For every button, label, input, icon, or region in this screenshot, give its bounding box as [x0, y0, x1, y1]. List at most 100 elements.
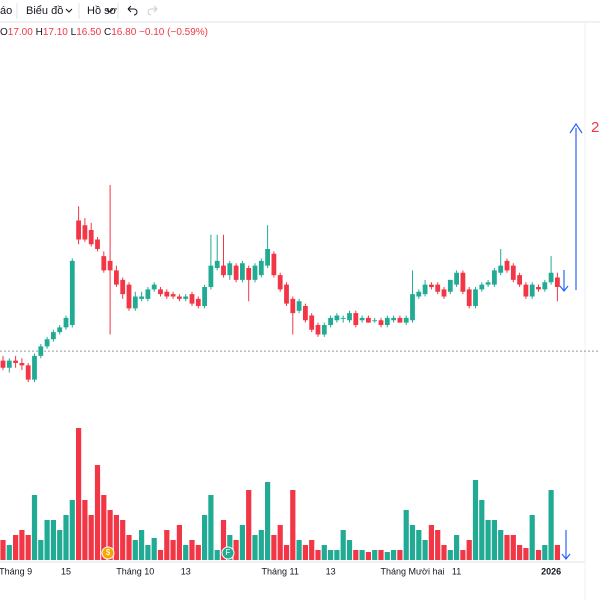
candle-body [227, 263, 233, 276]
candle-body [214, 260, 220, 268]
candle-body [447, 279, 453, 292]
volume-bar [504, 535, 510, 560]
x-tick-label: 13 [181, 566, 191, 576]
candle-body [101, 256, 107, 271]
candle-body [69, 260, 75, 325]
arrow-head [561, 553, 571, 560]
volume-bar [271, 535, 277, 560]
volume-bar [19, 530, 25, 560]
volume-bar [120, 520, 126, 560]
volume-bar [441, 545, 447, 560]
event-label: $ [106, 548, 111, 557]
candle-body [240, 263, 245, 280]
volume-bar [372, 550, 378, 560]
volume-bar [466, 540, 472, 560]
legend-value: 16.80 [111, 27, 136, 38]
volume-bar [460, 550, 466, 560]
toolbar-item[interactable]: Biểu đồ [26, 5, 63, 17]
event-icon[interactable] [221, 546, 235, 560]
candle-body [429, 284, 434, 287]
volume-bar [214, 550, 220, 560]
volume-bar [517, 545, 523, 560]
candle-body [126, 284, 132, 309]
candle-body [158, 289, 163, 295]
candle-body [435, 284, 441, 292]
candle-body [202, 287, 207, 306]
candle-body [529, 284, 535, 297]
volume-bar [485, 520, 491, 560]
volume-bar [422, 540, 428, 560]
chevron [106, 8, 114, 13]
candle-body [460, 272, 466, 292]
volume-bar [321, 545, 327, 560]
volume-bar [365, 552, 371, 560]
candle-body [170, 294, 176, 297]
volume-bar [346, 540, 353, 560]
volume-bar [82, 500, 88, 560]
annotation: 2 [591, 119, 599, 136]
volume-bar [6, 545, 12, 560]
candle-body [120, 279, 126, 295]
undo-icon[interactable] [127, 5, 138, 16]
candle-body [372, 320, 378, 322]
candle-body [189, 294, 195, 304]
candle-body [422, 284, 428, 295]
volume-bar [353, 550, 359, 560]
toolbar-item[interactable]: áo [0, 5, 12, 17]
volume-bar [296, 540, 302, 560]
candle-body [265, 249, 270, 266]
candle-body [510, 265, 516, 280]
legend-label: H [36, 27, 43, 38]
volume-bar [202, 515, 208, 560]
candle-body [384, 317, 390, 325]
x-tick-label: 15 [61, 566, 71, 576]
volume-bar [139, 530, 145, 560]
candle-body [315, 325, 321, 335]
candle-body [492, 270, 497, 285]
candle-body [479, 284, 485, 290]
volume-bar [0, 540, 6, 560]
candle-body [498, 265, 504, 273]
candle-body [410, 294, 415, 321]
x-tick-label: 11 [452, 566, 461, 576]
volume-bar [435, 530, 441, 560]
volume-bar [258, 530, 264, 560]
candle-body [76, 220, 81, 240]
chevron [65, 8, 73, 13]
volume-bar [554, 545, 560, 560]
volume-bar [239, 525, 245, 560]
x-tick-label: Tháng 9 [0, 566, 32, 576]
volume-bar [132, 540, 138, 560]
arrow-head [559, 285, 569, 292]
candle-body [340, 317, 346, 319]
event-icon[interactable] [101, 546, 115, 560]
volume-bar [183, 545, 189, 560]
volume-bar [510, 535, 516, 560]
volume-bar [189, 540, 195, 560]
candle-body [523, 284, 529, 297]
redo-icon[interactable] [147, 5, 158, 16]
candle-body [347, 313, 352, 321]
candle-body [164, 291, 170, 297]
volume-bar [391, 550, 397, 560]
volume-bar [328, 550, 334, 560]
candle-body [177, 296, 182, 299]
volume-bar [195, 545, 201, 560]
candle-body [504, 260, 510, 271]
volume-bar [25, 535, 31, 560]
volume-bar [107, 510, 113, 560]
legend-value: 17.10 [43, 27, 68, 38]
candle-body [95, 239, 100, 249]
volume-bar [145, 545, 151, 560]
volume-bar [126, 535, 132, 560]
candle-body [63, 317, 69, 328]
volume-bar [378, 550, 384, 560]
volume-bar [384, 552, 390, 560]
candle-body [51, 332, 56, 340]
candle-body [353, 313, 359, 325]
candle-body [485, 282, 491, 285]
candle-body [25, 365, 31, 380]
toolbar-item[interactable]: Hồ sơ [87, 5, 117, 17]
